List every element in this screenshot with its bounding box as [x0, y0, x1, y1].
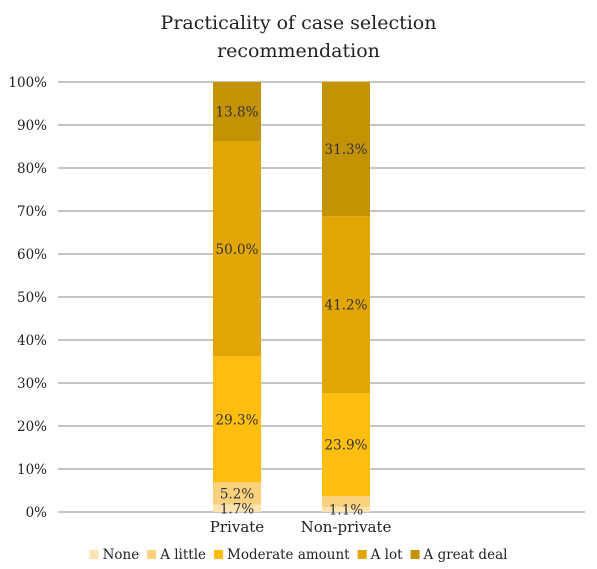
bar-segment: [322, 216, 370, 394]
data-label: 41.2%: [325, 298, 368, 314]
bar-segment: [322, 496, 370, 508]
data-label: 31.3%: [325, 142, 368, 158]
bar-segment: [213, 482, 261, 505]
bar-segment: [213, 82, 261, 142]
legend-swatch: [410, 550, 420, 559]
chart-title-line-2: recommendation: [217, 40, 380, 62]
y-tick-label: 30%: [17, 376, 47, 392]
legend-label: A lot: [370, 547, 403, 563]
bar-segment: [213, 356, 261, 483]
bar-segment: [322, 81, 370, 217]
legend-swatch: [357, 550, 367, 559]
y-tick-label: 10%: [17, 462, 47, 478]
data-label: 50.0%: [216, 242, 259, 258]
data-label: 1.1%: [329, 503, 363, 519]
bar-segment: [213, 504, 261, 512]
y-tick-label: 50%: [17, 290, 47, 306]
gridlines: [58, 81, 585, 513]
data-label: 13.8%: [216, 105, 259, 121]
y-tick-label: 60%: [17, 247, 47, 263]
legend: None A little Moderate amount A lot A great …: [89, 547, 508, 563]
legend-label: None: [103, 547, 140, 563]
y-tick-label: 100%: [8, 75, 47, 91]
x-axis-category-labels: Private Non-private: [210, 518, 392, 536]
chart-title-line-1: Practicality of case selection: [161, 12, 437, 34]
legend-swatch: [89, 550, 99, 559]
x-category-label: Non-private: [301, 518, 392, 536]
data-label: 23.9%: [325, 438, 368, 454]
y-tick-label: 40%: [17, 333, 47, 349]
bar-segment: [213, 141, 261, 357]
x-category-label: Private: [210, 518, 265, 536]
bar-segment: [322, 393, 370, 497]
legend-label: Moderate amount: [227, 547, 350, 563]
bar-segment: [322, 507, 370, 512]
bars: [213, 81, 370, 512]
legend-label: A great deal: [423, 547, 508, 563]
data-label: 5.2%: [220, 487, 254, 503]
y-tick-label: 0%: [26, 505, 48, 521]
data-labels: 1.7%5.2% 29.3% 50.0% 13.8% 1.1% 23.9% 41.2% 31.…: [216, 105, 368, 519]
legend-swatch: [147, 550, 157, 559]
y-axis-tick-labels: 0% 10% 20% 30% 40% 50% 60% 70% 80% 90% 100%: [8, 75, 47, 521]
data-label: 29.3%: [216, 412, 259, 428]
y-tick-label: 70%: [17, 204, 47, 220]
y-tick-label: 80%: [17, 161, 47, 177]
legend-swatch: [214, 550, 224, 559]
y-tick-label: 20%: [17, 419, 47, 435]
y-tick-label: 90%: [17, 118, 47, 134]
legend-label: A little: [159, 547, 206, 563]
data-label: 1.7%: [220, 501, 254, 517]
